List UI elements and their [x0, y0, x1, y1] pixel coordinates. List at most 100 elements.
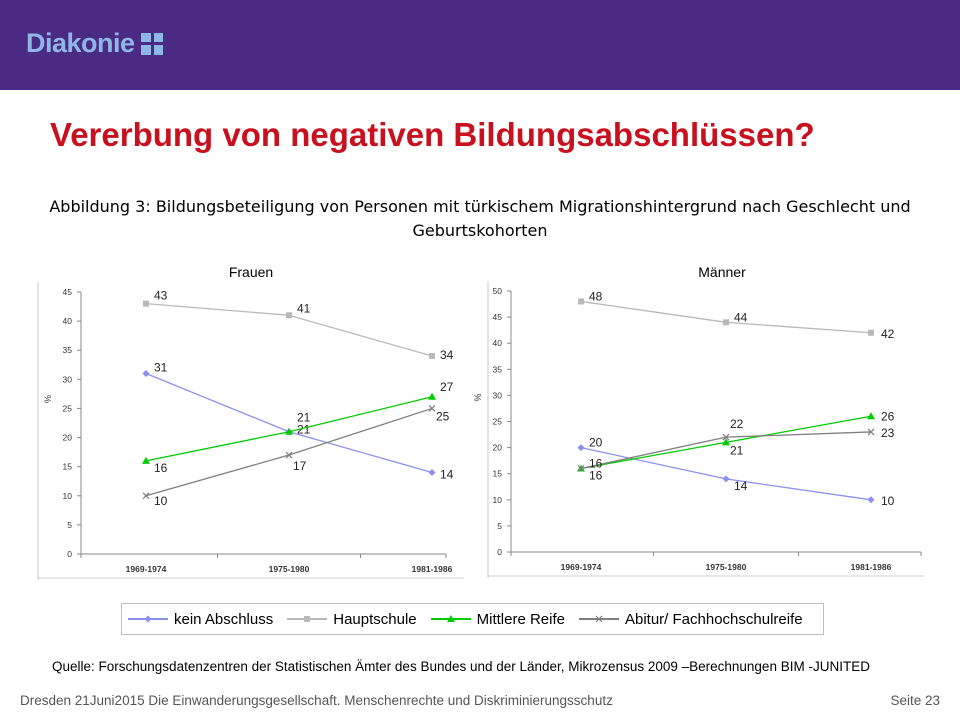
data-label: 10 [154, 494, 168, 508]
y-tick-label: 20 [493, 443, 503, 453]
chart-panel-männer: Männer 0 5 10 15 20 25 30 35 40 45 50% 1969-1974 1975… [473, 262, 926, 578]
chart-title: Frauen [229, 264, 273, 280]
y-tick-label: 20 [63, 433, 73, 443]
y-tick-label: 30 [493, 390, 503, 400]
cross-icon [140, 32, 163, 55]
data-point [577, 465, 585, 472]
data-label: 26 [881, 409, 895, 423]
data-point [722, 475, 730, 483]
data-point [868, 329, 874, 336]
figure-caption-line2: Geburtskohorten [412, 221, 548, 240]
line-charts: Frauen 0 5 10 15 20 25 30 35 40 45% 1969-1974 1975-1… [36, 262, 926, 580]
page-number: Seite 23 [890, 693, 940, 708]
legend-item: Hauptschule [287, 610, 417, 628]
charts-container: Frauen 0 5 10 15 20 25 30 35 40 45% 1969-1974 1975-1… [36, 262, 926, 582]
legend-swatch [287, 616, 328, 622]
data-label: 17 [293, 459, 307, 473]
data-label: 16 [589, 456, 603, 470]
x-tick-label: 1969-1974 [126, 564, 167, 574]
legend-item: Abitur/ Fachhochschulreife [578, 611, 803, 628]
y-tick-label: 5 [497, 521, 502, 531]
source-note: Quelle: Forschungsdatenzentren der Stati… [52, 659, 870, 674]
data-point [867, 496, 875, 504]
data-label: 21 [730, 443, 744, 457]
series-kein-abschluss: 31 21 14 [142, 361, 454, 481]
data-point [867, 412, 875, 420]
data-point [723, 319, 729, 326]
data-point [285, 427, 293, 435]
legend-swatch [578, 615, 619, 623]
data-label: 21 [297, 423, 311, 437]
legend-label: kein Abschluss [174, 610, 274, 628]
series-hauptschule: 48 44 42 [578, 289, 895, 341]
y-axis-label: % [473, 393, 483, 401]
legend-marker [144, 615, 152, 623]
y-tick-label: 10 [63, 491, 73, 501]
y-tick-label: 40 [63, 316, 73, 326]
chart-legend: kein Abschluss Hauptschule Mittlere Reife A… [121, 603, 824, 635]
data-point [428, 405, 436, 412]
data-label: 23 [881, 426, 895, 440]
data-point [286, 312, 292, 319]
legend-swatch [430, 615, 471, 622]
y-axis-label: % [43, 395, 53, 403]
data-point [722, 433, 730, 441]
data-label: 16 [589, 468, 603, 482]
data-label: 16 [154, 461, 168, 475]
figure-caption: Abbildung 3: Bildungsbeteiligung von Per… [30, 195, 930, 243]
y-tick-label: 25 [63, 403, 73, 413]
series-abitur-fachhochschulreife: 10 17 25 [142, 405, 450, 508]
y-tick-label: 40 [493, 338, 503, 348]
data-label: 25 [436, 409, 450, 423]
y-tick-label: 5 [67, 520, 72, 530]
data-label: 21 [297, 411, 311, 425]
figure-caption-line1: Abbildung 3: Bildungsbeteiligung von Per… [49, 197, 911, 216]
data-point [142, 492, 150, 500]
data-point [143, 300, 149, 307]
data-label: 42 [881, 327, 895, 341]
data-point [285, 451, 293, 459]
series-abitur-fachhochschulreife: 16 22 23 [577, 417, 895, 472]
series-mittlere-reife: 16 21 27 [142, 380, 454, 475]
legend-marker [595, 615, 603, 623]
data-label: 48 [589, 289, 603, 303]
y-tick-label: 0 [67, 549, 72, 559]
data-point [867, 428, 875, 436]
y-tick-label: 35 [63, 345, 73, 355]
y-tick-label: 35 [493, 364, 503, 374]
data-point [428, 468, 436, 476]
data-label: 27 [440, 380, 454, 394]
logo-text: Diakonie [26, 28, 135, 58]
y-tick-label: 10 [493, 495, 503, 505]
data-label: 20 [589, 436, 603, 450]
y-tick-label: 30 [63, 374, 73, 384]
x-tick-label: 1975-1980 [706, 562, 747, 572]
y-tick-label: 50 [493, 286, 503, 296]
footer-text: Dresden 21Juni2015 Die Einwanderungsgese… [20, 693, 613, 708]
x-tick-label: 1981-1986 [412, 564, 453, 574]
data-point [428, 392, 436, 400]
y-tick-label: 0 [497, 547, 502, 557]
data-label: 14 [440, 467, 454, 481]
legend-marker [304, 616, 311, 622]
chart-title: Männer [698, 264, 746, 280]
data-label: 41 [297, 301, 311, 315]
data-point [142, 456, 150, 464]
series-hauptschule: 43 41 34 [143, 289, 454, 362]
chart-background [486, 262, 926, 578]
data-label: 34 [440, 348, 454, 362]
data-point [577, 444, 585, 452]
legend-label: Mittlere Reife [476, 610, 565, 628]
x-tick-label: 1975-1980 [269, 564, 310, 574]
legend-item: Mittlere Reife [430, 610, 565, 628]
legend-swatch [128, 615, 168, 623]
data-label: 22 [730, 417, 744, 431]
data-point [722, 438, 730, 446]
legend-label: Hauptschule [333, 610, 417, 628]
y-tick-label: 25 [493, 417, 503, 427]
data-point [142, 370, 150, 378]
y-tick-label: 45 [63, 287, 73, 297]
data-label: 31 [154, 361, 168, 375]
slide-title: Vererbung von negativen Bildungsabschlüs… [50, 116, 815, 153]
chart-background [36, 262, 466, 580]
